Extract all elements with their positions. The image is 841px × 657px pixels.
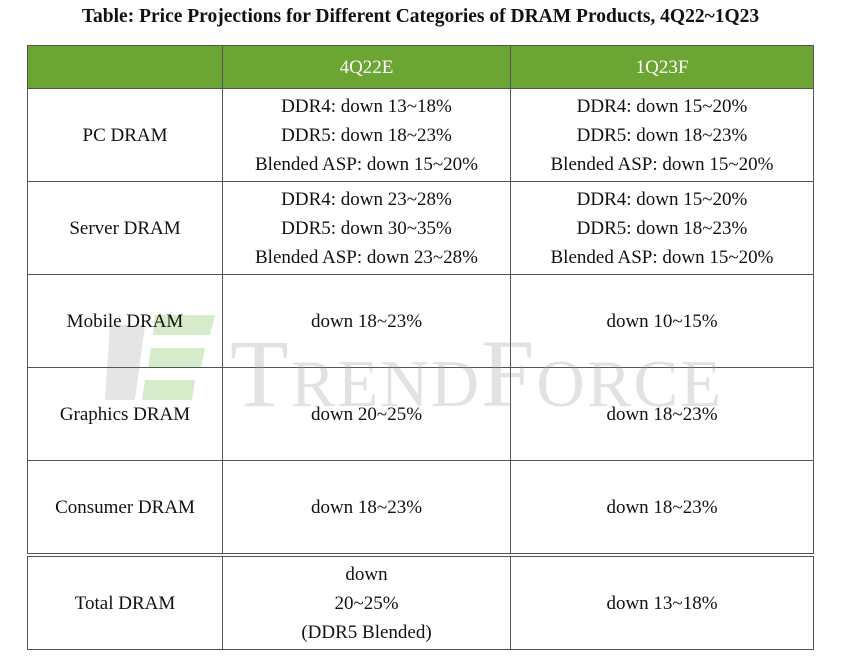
row-label: Consumer DRAM <box>27 460 223 556</box>
cell-line: down 13~18% <box>606 592 718 614</box>
table-row: Consumer DRAM down 18~23% down 18~23% <box>27 460 814 556</box>
table-row: Total DRAM down 20~25% (DDR5 Blended) down 1… <box>27 553 814 650</box>
table-row: Server DRAM DDR4: down 23~28% DDR5: down 3… <box>27 181 814 275</box>
table-cell: DDR4: down 15~20% DDR5: down 18~23% Blende… <box>510 181 814 275</box>
cell-line: DDR5: down 18~23% <box>576 217 748 239</box>
table-row: Graphics DRAM down 20~25% down 18~23% <box>27 367 814 461</box>
cell-line: DDR4: down 23~28% <box>281 188 452 210</box>
header-corner <box>27 45 223 89</box>
table-cell: DDR4: down 23~28% DDR5: down 30~35% Blende… <box>222 181 511 275</box>
row-label: Graphics DRAM <box>27 367 223 461</box>
header-row: 4Q22E 1Q23F <box>27 45 814 89</box>
table-cell: down 20~25% <box>222 367 511 461</box>
row-label: Mobile DRAM <box>27 274 223 368</box>
cell-line: 20~25% <box>334 592 399 614</box>
cell-line: Blended ASP: down 15~20% <box>255 153 478 175</box>
cell-line: Blended ASP: down 15~20% <box>550 153 774 175</box>
row-label: PC DRAM <box>27 88 223 182</box>
cell-line: DDR4: down 15~20% <box>576 95 748 117</box>
table-cell: down 18~23% <box>510 367 814 461</box>
cell-line: down 10~15% <box>606 310 718 332</box>
cell-line: down 18~23% <box>606 403 718 425</box>
cell-line: down 18~23% <box>310 310 423 332</box>
row-label: Total DRAM <box>27 553 223 650</box>
header-cell: 4Q22E <box>222 45 511 89</box>
table-title: Table: Price Projections for Different C… <box>81 6 760 27</box>
table-cell: down 18~23% <box>222 460 511 556</box>
cell-line: Blended ASP: down 23~28% <box>255 246 478 268</box>
table-row: Mobile DRAM down 18~23% down 10~15% <box>27 274 814 368</box>
cell-line: down <box>345 563 388 585</box>
cell-line: down 20~25% <box>310 403 423 425</box>
cell-line: down 18~23% <box>310 496 423 518</box>
cell-line: Blended ASP: down 15~20% <box>550 246 774 268</box>
table-cell: down 10~15% <box>510 274 814 368</box>
table-cell: DDR4: down 15~20% DDR5: down 18~23% Blende… <box>510 88 814 182</box>
table-cell: down 20~25% (DDR5 Blended) <box>222 553 511 650</box>
cell-line: DDR5: down 18~23% <box>576 124 748 146</box>
cell-line: DDR5: down 18~23% <box>281 124 452 146</box>
cell-line: DDR4: down 13~18% <box>281 95 452 117</box>
cell-line: down 18~23% <box>606 496 718 518</box>
table-row: PC DRAM DDR4: down 13~18% DDR5: down 18~23… <box>27 88 814 182</box>
price-table: 4Q22E 1Q23F PC DRAM DDR4: down 13~18% DDR5:… <box>27 45 814 650</box>
header-cell: 1Q23F <box>510 45 814 89</box>
table-cell: down 18~23% <box>222 274 511 368</box>
table-cell: down 13~18% <box>510 553 814 650</box>
row-label: Server DRAM <box>27 181 223 275</box>
table-cell: DDR4: down 13~18% DDR5: down 18~23% Blende… <box>222 88 511 182</box>
cell-line: DDR5: down 30~35% <box>281 217 452 239</box>
table-cell: down 18~23% <box>510 460 814 556</box>
cell-line: (DDR5 Blended) <box>301 621 432 643</box>
cell-line: DDR4: down 15~20% <box>576 188 748 210</box>
